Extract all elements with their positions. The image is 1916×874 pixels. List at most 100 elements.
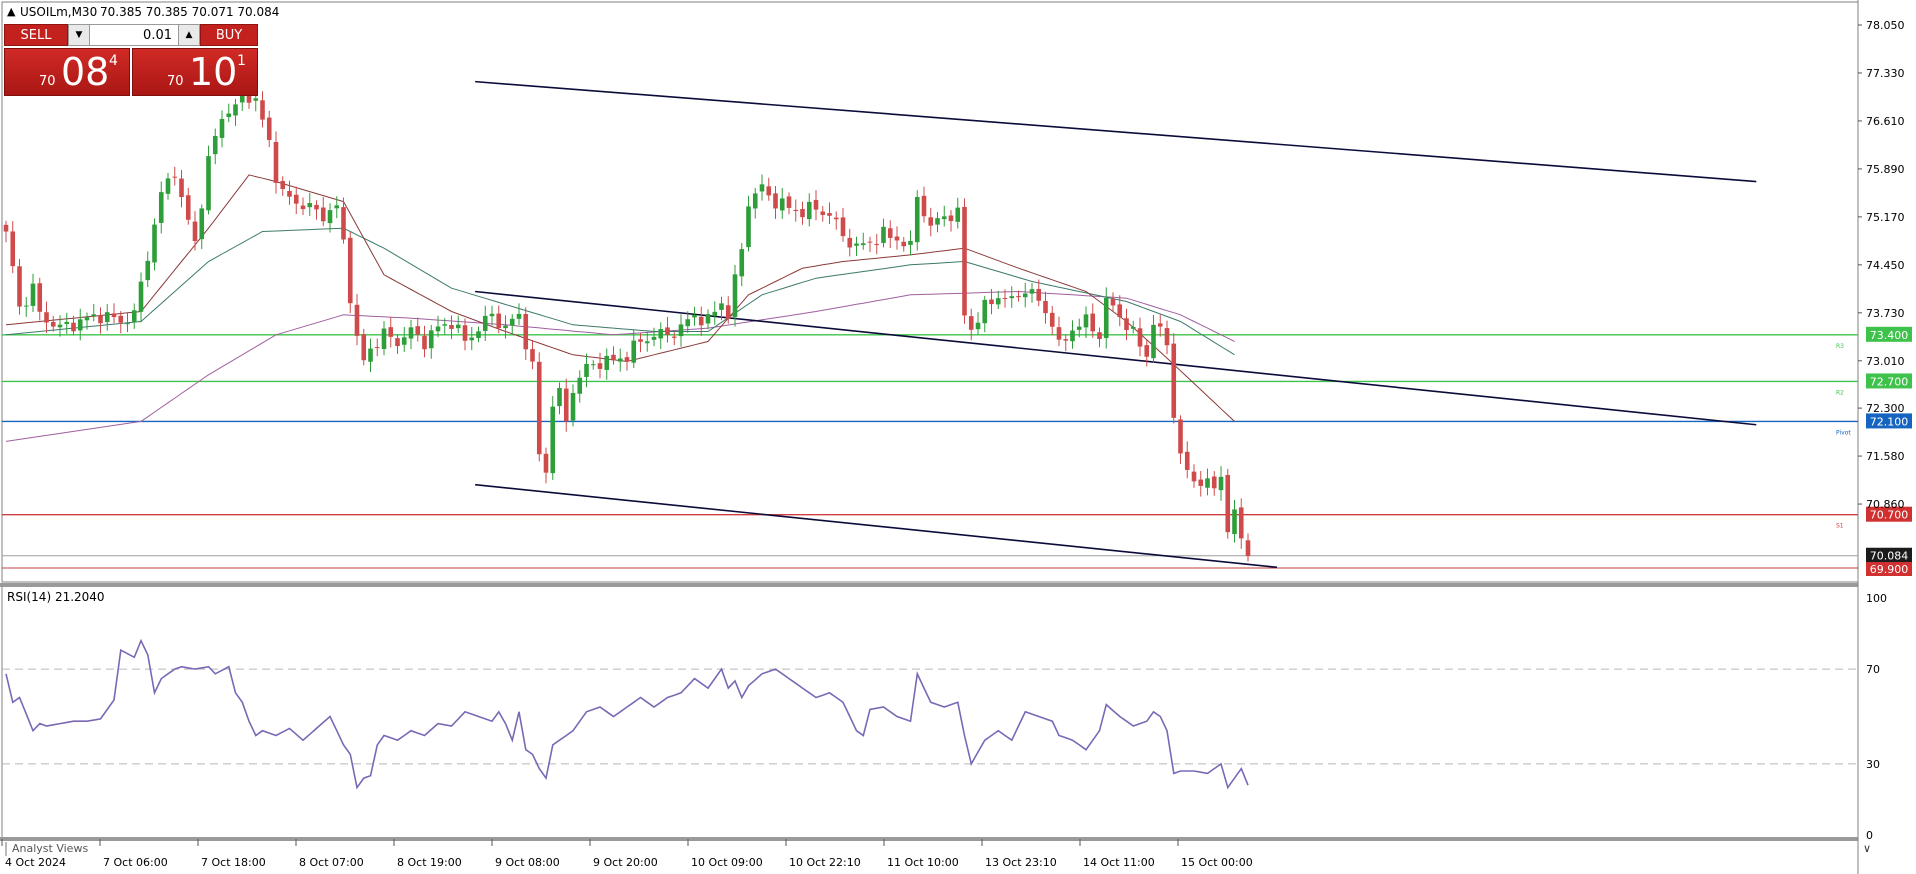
level-badge: [1866, 413, 1912, 429]
candle-body: [638, 339, 643, 342]
candle-body: [23, 305, 29, 307]
candle-body: [179, 178, 184, 198]
candle-body: [962, 206, 967, 316]
candle-body: [1076, 326, 1082, 330]
candle-body: [543, 453, 549, 473]
candle-body: [820, 211, 826, 215]
sell-price-pip: 4: [109, 53, 118, 69]
rsi-indicator: 100 70 30 0: [2, 592, 1887, 842]
candle-body: [1097, 332, 1102, 340]
level-badge-label: 72.100: [1870, 415, 1909, 428]
candle-body: [300, 205, 306, 210]
buy-price-main: 10: [189, 50, 238, 94]
price-tick-label: 70.860: [1866, 498, 1905, 511]
candle-body: [327, 210, 333, 224]
candle-body: [118, 315, 124, 323]
candle-body: [1191, 471, 1197, 482]
price-tick-label: 75.890: [1866, 163, 1905, 176]
candle-body: [955, 207, 961, 222]
candle-body: [611, 354, 616, 361]
candle-body: [1225, 474, 1231, 533]
candle-body: [476, 331, 481, 339]
candle-body: [489, 313, 495, 317]
candle-body: [941, 216, 947, 220]
candle-body: [1171, 343, 1177, 418]
candle-body: [617, 358, 623, 362]
lot-increase-icon[interactable]: ▲: [178, 24, 200, 46]
candle-body: [1110, 298, 1116, 306]
candle-body: [833, 217, 839, 220]
time-label: 4 Oct 2024: [5, 856, 66, 869]
candle-body: [1070, 330, 1075, 342]
candle-body: [111, 313, 117, 318]
time-label: 13 Oct 23:10: [985, 856, 1057, 869]
current-price-label: 70.084: [1870, 550, 1909, 563]
bottom-level-badge: [1866, 562, 1912, 577]
time-axis[interactable]: 4 Oct 2024 7 Oct 06:00 7 Oct 18:00 8 Oct 07…: [1, 839, 1253, 869]
candle-body: [1164, 328, 1170, 346]
candle-body: [692, 314, 697, 318]
level-side-label: S1: [1836, 523, 1844, 530]
candle-body: [766, 186, 772, 196]
candle-body: [287, 190, 292, 197]
candle-body: [644, 341, 650, 344]
candle-body: [806, 201, 812, 220]
candle-body: [1205, 478, 1210, 488]
candle-body: [914, 196, 920, 243]
candle-body: [98, 315, 103, 324]
candle-body: [158, 192, 164, 223]
candle-body: [725, 305, 731, 319]
candle-body: [219, 118, 225, 138]
candle-body: [1144, 345, 1150, 357]
level-side-label: R2: [1836, 389, 1844, 396]
scroll-down-icon[interactable]: ∨: [1863, 842, 1871, 855]
level-badge-label: 70.700: [1870, 509, 1909, 522]
trend-channel[interactable]: [475, 80, 1757, 569]
candle-body: [779, 198, 785, 211]
analyst-views-tab[interactable]: Analyst Views: [12, 842, 88, 855]
candle-body: [935, 218, 940, 225]
candlesticks: [3, 74, 1251, 562]
candle-body: [678, 324, 684, 337]
candle-body: [17, 266, 22, 307]
buy-price-pip: 1: [237, 53, 246, 69]
candle-body: [30, 283, 36, 306]
candle-body: [847, 237, 853, 248]
candle-body: [1184, 451, 1190, 470]
candle-body: [1157, 323, 1163, 327]
candle-body: [1232, 509, 1237, 535]
time-label: 14 Oct 11:00: [1083, 856, 1155, 869]
collapse-triangle-icon[interactable]: ▲: [7, 5, 16, 18]
sell-price-box[interactable]: 70 08 4: [4, 48, 130, 96]
sell-price-main: 08: [61, 50, 110, 94]
candle-body: [860, 243, 866, 246]
candle-body: [428, 330, 434, 349]
candle-body: [71, 322, 76, 332]
candle-body: [921, 195, 927, 217]
symbol-info: USOILm,M30: [20, 5, 97, 19]
lot-size-input[interactable]: [90, 24, 178, 46]
candle-body: [273, 141, 279, 183]
candle-body: [199, 208, 205, 240]
ma-mid-line: [5, 227, 1235, 356]
price-axis[interactable]: 78.050 77.330 76.610 75.890 75.170 74.450 73.7…: [1858, 19, 1905, 511]
candle-body: [1016, 296, 1021, 298]
buy-price-prefix: 70: [167, 74, 184, 89]
candle-body: [739, 249, 745, 277]
candle-body: [550, 406, 556, 474]
candle-body: [840, 217, 846, 237]
level-badge-label: 72.700: [1870, 375, 1909, 388]
candle-body: [37, 283, 43, 312]
candle-body: [887, 228, 893, 238]
lot-decrease-icon[interactable]: ▼: [68, 24, 90, 46]
candle-body: [334, 205, 340, 209]
buy-price-box[interactable]: 70 10 1: [132, 48, 258, 96]
buy-button[interactable]: BUY: [200, 24, 258, 46]
candle-body: [1036, 289, 1042, 301]
sell-button[interactable]: SELL: [4, 24, 68, 46]
candle-body: [314, 204, 319, 210]
candle-body: [1056, 327, 1062, 340]
candle-body: [192, 221, 198, 242]
